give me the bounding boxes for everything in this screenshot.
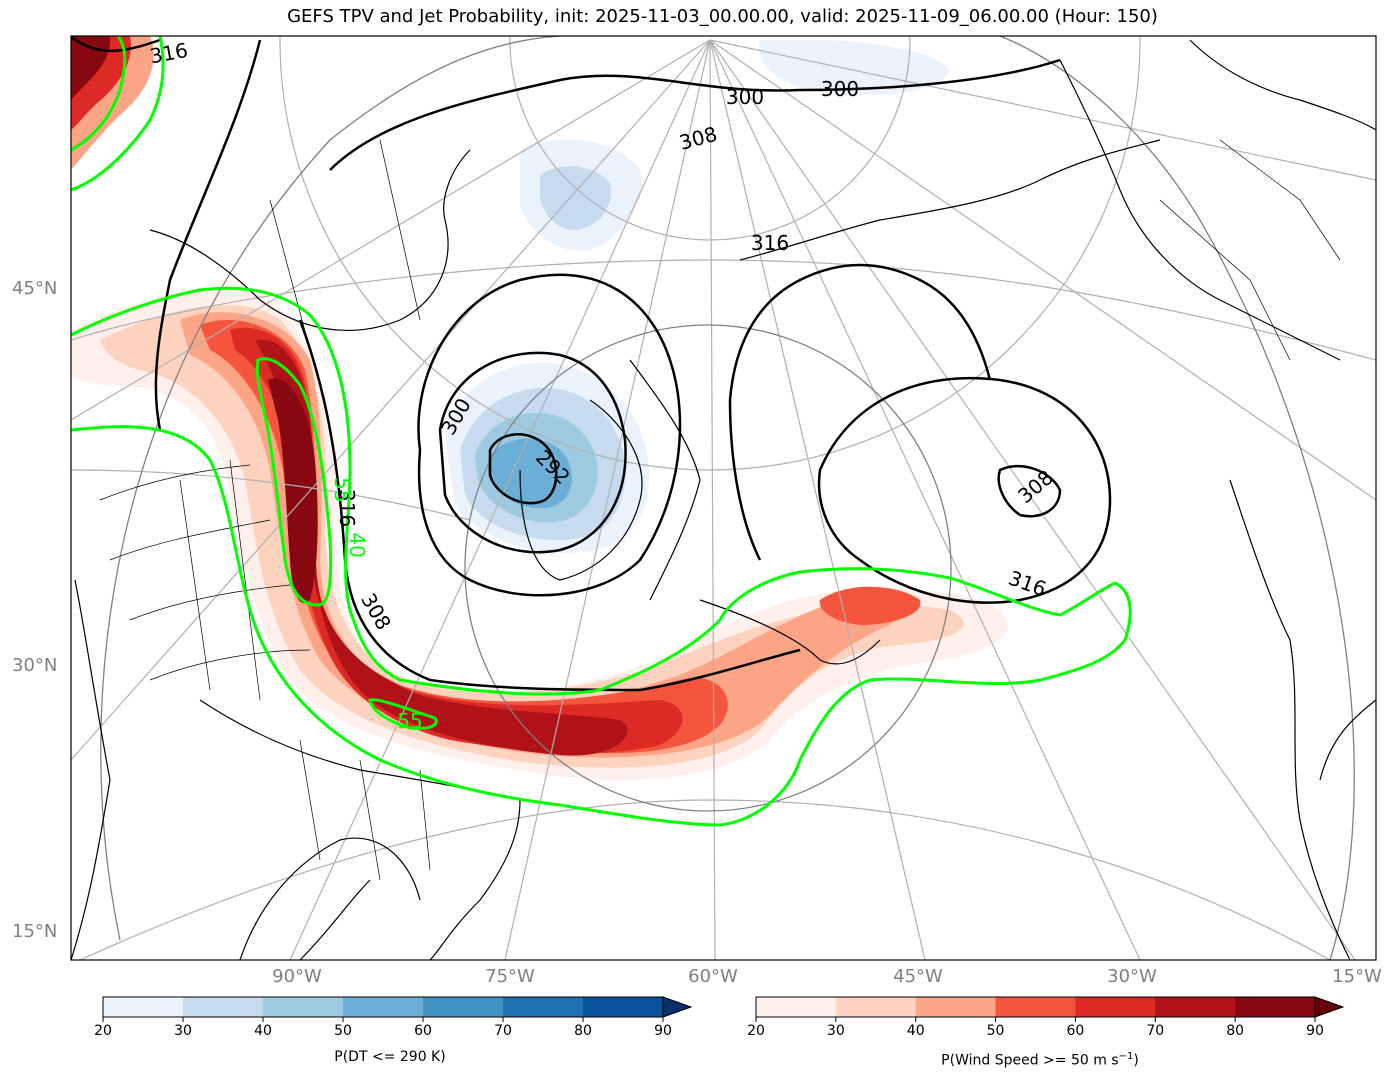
plot-title: GEFS TPV and Jet Probability, init: 2025… — [287, 6, 1158, 27]
jet-probability-shading — [71, 36, 1008, 780]
theta-contours — [71, 36, 1112, 692]
colorbar-jet-label-end: ) — [1133, 1052, 1139, 1069]
colorbar-tick-label: 60 — [1066, 1023, 1085, 1039]
lon-label-90w: 90°W — [272, 966, 322, 987]
colorbar-tick-label: 70 — [1146, 1023, 1165, 1039]
colorbar-jet-label-sup: −1 — [1118, 1051, 1134, 1062]
colorbar-tpv — [102, 996, 693, 1022]
colorbar-bin — [343, 997, 424, 1017]
colorbar-bin — [756, 997, 837, 1017]
theta-contour-label: 300 — [726, 85, 764, 109]
colorbar-bin — [915, 997, 997, 1017]
tpv-probability-shading — [445, 39, 950, 553]
colorbar-tick-label: 50 — [986, 1023, 1005, 1039]
theta-contour-label: 300 — [821, 77, 859, 101]
colorbar-bin — [835, 997, 917, 1017]
lon-label-75w: 75°W — [485, 966, 535, 987]
gray-circles — [100, 36, 1355, 960]
jet-contours — [71, 36, 1132, 827]
colorbar-bin — [263, 997, 344, 1017]
lat-label-15n: 15°N — [12, 921, 58, 942]
theta-contour-label: 316 — [751, 231, 789, 255]
colorbar-bin — [503, 997, 584, 1017]
colorbar-tick-label: 60 — [414, 1023, 432, 1039]
theta-contour-label: 316 — [335, 489, 359, 527]
map-frame — [70, 35, 1377, 961]
colorbar-tpv-label: P(DT <= 290 K) — [334, 1049, 446, 1065]
lon-label-15w: 15°W — [1332, 966, 1382, 987]
colorbar-tick-label: 80 — [574, 1023, 592, 1039]
colorbar-extend-arrow — [1314, 996, 1345, 1018]
colorbar-bin — [1075, 997, 1156, 1017]
colorbar-bin — [583, 997, 664, 1017]
lat-label-30n: 30°N — [12, 655, 58, 676]
colorbar-bin — [1155, 997, 1236, 1017]
colorbar-tick-label: 80 — [1226, 1023, 1245, 1039]
colorbar-tick-label: 30 — [174, 1023, 192, 1039]
jet-contour-label: 55 — [330, 477, 354, 502]
colorbar-tick-label: 90 — [654, 1023, 672, 1039]
colorbar-bin — [423, 997, 504, 1017]
colorbar-tick-label: 20 — [747, 1023, 765, 1039]
colorbar-tick-label: 40 — [254, 1023, 272, 1039]
jet-contour-label: 55 — [397, 709, 422, 733]
colorbar-bin — [183, 997, 264, 1017]
jet-contour-label: 40 — [345, 532, 369, 557]
lat-label-45n: 45°N — [12, 278, 58, 299]
colorbar-bin — [995, 997, 1076, 1017]
colorbar-extend-arrow — [662, 996, 693, 1018]
colorbar-frame — [755, 996, 1316, 1018]
colorbar-frame — [102, 996, 664, 1018]
lon-label-30w: 30°W — [1107, 966, 1157, 987]
colorbar-jet — [755, 996, 1345, 1022]
lon-label-60w: 60°W — [688, 966, 738, 987]
state-borders — [99, 139, 1341, 881]
colorbar-tick-label: 20 — [94, 1023, 112, 1039]
lon-label-45w: 45°W — [893, 966, 943, 987]
colorbar-jet-label-text: P(Wind Speed >= 50 m s — [941, 1052, 1119, 1069]
colorbar-bin — [1235, 997, 1316, 1017]
colorbar-jet-label: P(Wind Speed >= 50 m s−1) — [880, 1051, 1200, 1069]
colorbar-tick-label: 30 — [826, 1023, 845, 1039]
colorbar-bin — [103, 997, 184, 1017]
colorbar-tick-label: 90 — [1306, 1023, 1324, 1039]
colorbar-tick-label: 40 — [906, 1023, 925, 1039]
colorbar-tick-label: 50 — [334, 1023, 352, 1039]
colorbar-tick-label: 70 — [494, 1023, 512, 1039]
